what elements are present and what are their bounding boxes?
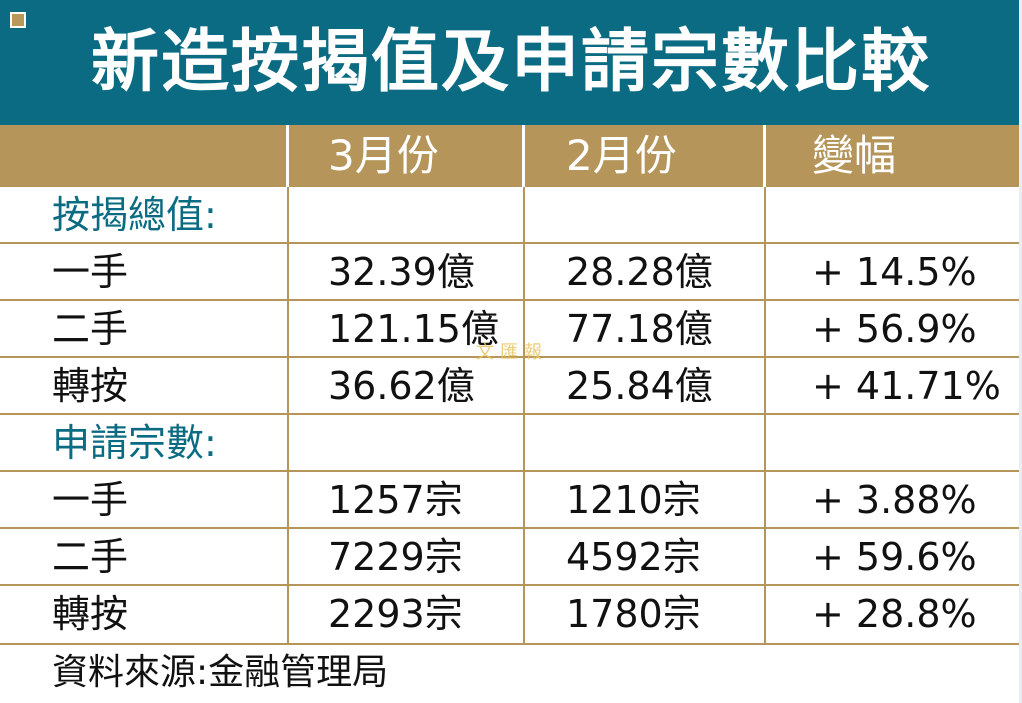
table-row: 一手 1257宗 1210宗 + 3.88% xyxy=(0,472,1022,529)
february-value: 1210宗 xyxy=(566,478,701,522)
row-label: 二手 xyxy=(52,307,129,351)
grid-line xyxy=(287,187,289,643)
grid-line xyxy=(764,187,766,643)
change-value: + 28.8% xyxy=(812,592,977,636)
column-header-row: 3月份 2月份 變幅 xyxy=(0,125,1022,187)
change-value: + 56.9% xyxy=(812,307,977,351)
row-label: 二手 xyxy=(52,535,129,579)
march-value: 2293宗 xyxy=(328,592,463,636)
corner-square-icon xyxy=(8,10,28,30)
row-divider xyxy=(0,470,1022,472)
row-divider xyxy=(0,356,1022,358)
column-header-blank xyxy=(0,125,288,187)
row-divider xyxy=(0,299,1022,301)
table-row: 二手 121.15億 77.18億 + 56.9% xyxy=(0,301,1022,358)
table-body: 按揭總值: 一手 32.39億 28.28億 + 14.5% 二手 121.15… xyxy=(0,187,1022,643)
change-value: + 59.6% xyxy=(812,535,977,579)
footer-divider xyxy=(0,643,1022,645)
column-divider xyxy=(286,125,289,187)
table-row: 轉按 2293宗 1780宗 + 28.8% xyxy=(0,586,1022,643)
row-divider xyxy=(0,527,1022,529)
corner-square-fill xyxy=(12,14,24,26)
source-footer: 資料來源:金融管理局 xyxy=(0,643,1022,703)
february-value: 28.28億 xyxy=(566,250,713,294)
column-header-february: 2月份 xyxy=(566,131,677,180)
february-value: 25.84億 xyxy=(566,364,713,408)
row-divider xyxy=(0,242,1022,244)
source-note: 資料來源:金融管理局 xyxy=(52,652,389,693)
section-label-mortgage-value: 按揭總值: xyxy=(52,193,217,237)
table-title: 新造按揭值及申請宗數比較 xyxy=(90,23,931,102)
column-divider xyxy=(522,125,525,187)
grid-line xyxy=(523,187,525,643)
row-label: 轉按 xyxy=(52,592,129,636)
row-label: 一手 xyxy=(52,250,129,294)
section-header-row: 申請宗數: xyxy=(0,415,1022,472)
section-header-row: 按揭總值: xyxy=(0,187,1022,244)
change-value: + 14.5% xyxy=(812,250,977,294)
february-value: 1780宗 xyxy=(566,592,701,636)
march-value: 1257宗 xyxy=(328,478,463,522)
march-value: 36.62億 xyxy=(328,364,475,408)
column-header-march: 3月份 xyxy=(328,131,439,180)
row-label: 一手 xyxy=(52,478,129,522)
row-label: 轉按 xyxy=(52,364,129,408)
watermark-logo: 文匯報 xyxy=(476,342,548,363)
column-divider xyxy=(763,125,766,187)
section-label-applications: 申請宗數: xyxy=(52,421,217,465)
march-value: 32.39億 xyxy=(328,250,475,294)
change-value: + 3.88% xyxy=(812,478,977,522)
row-divider xyxy=(0,584,1022,586)
row-divider xyxy=(0,413,1022,415)
table-row: 轉按 36.62億 25.84億 + 41.71% xyxy=(0,358,1022,415)
table-row: 一手 32.39億 28.28億 + 14.5% xyxy=(0,244,1022,301)
march-value: 121.15億 xyxy=(328,307,499,351)
right-edge-strip xyxy=(1019,0,1022,703)
column-header-change: 變幅 xyxy=(812,131,897,180)
change-value: + 41.71% xyxy=(812,364,1001,408)
february-value: 77.18億 xyxy=(566,307,713,351)
february-value: 4592宗 xyxy=(566,535,701,579)
march-value: 7229宗 xyxy=(328,535,463,579)
title-banner: 新造按揭值及申請宗數比較 xyxy=(0,0,1022,125)
table-row: 二手 7229宗 4592宗 + 59.6% xyxy=(0,529,1022,586)
